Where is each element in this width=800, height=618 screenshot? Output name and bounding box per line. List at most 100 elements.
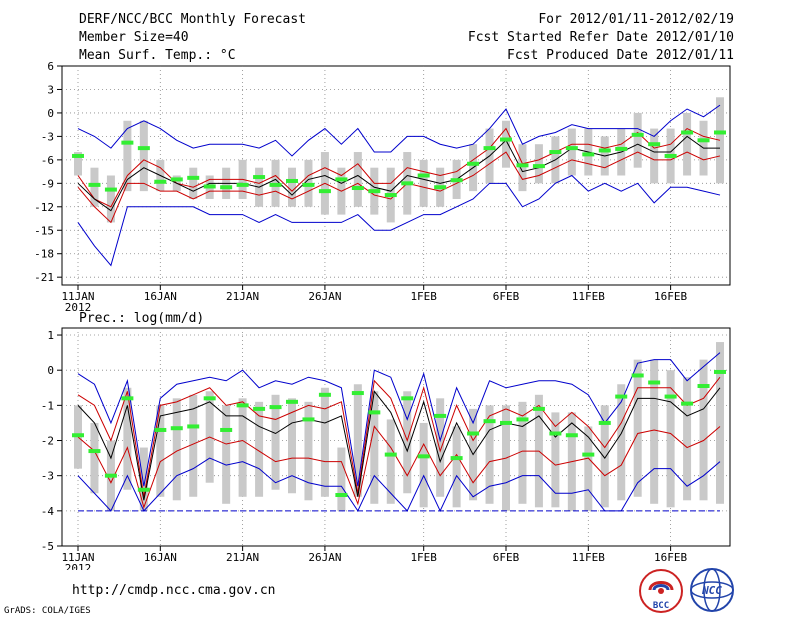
ensemble-mean-mark [648, 380, 661, 385]
ensemble-mean-mark [384, 193, 397, 198]
ensemble-mean-mark [104, 187, 117, 192]
ensemble-mean-mark [368, 189, 381, 194]
ensemble-mean-mark [72, 153, 84, 158]
x-tick-label: 6FEB [493, 290, 520, 303]
x-tick-label: 11JAN [61, 290, 94, 303]
ensemble-mean-mark [648, 142, 661, 147]
spread-bar [172, 398, 181, 501]
ensemble-mean-mark [286, 178, 298, 183]
ensemble-mean-mark [88, 449, 101, 454]
ensemble-mean-mark [664, 394, 677, 399]
ensemble-mean-mark [631, 373, 644, 378]
ensemble-mean-mark [154, 179, 167, 184]
ensemble-mean-mark [565, 146, 578, 151]
ensemble-mean-mark [187, 424, 200, 429]
y-tick-label: -3 [41, 130, 54, 143]
spread-bar [551, 412, 560, 508]
ensemble-mean-mark [401, 181, 414, 186]
spread-bar [666, 370, 675, 508]
x-tick-label: 26JAN [308, 290, 341, 303]
y-tick-label: -6 [41, 154, 54, 167]
y-tick-label: -21 [34, 271, 54, 284]
ensemble-mean-mark [269, 182, 282, 187]
spread-bar [650, 128, 659, 184]
ensemble-mean-mark [532, 406, 545, 411]
ensemble-mean-mark [137, 487, 150, 492]
ensemble-mean-mark [467, 161, 480, 166]
x-tick-label: 16JAN [144, 551, 177, 564]
min-line [77, 457, 721, 513]
ensemble-mean-mark [318, 189, 331, 194]
ensemble-mean-mark [220, 185, 233, 190]
y-tick-label: 1 [47, 329, 54, 342]
ensemble-mean-mark [335, 493, 348, 498]
ensemble-mean-mark [500, 137, 512, 142]
ensemble-mean-mark [697, 384, 710, 389]
x-year-label: 2012 [65, 301, 92, 314]
spread-bar [650, 359, 659, 504]
ensemble-mean-mark [302, 417, 315, 422]
source-url[interactable]: http://cmdp.ncc.cma.gov.cn [72, 583, 276, 598]
y-tick-label: -18 [34, 248, 54, 261]
spread-bar [699, 359, 708, 501]
ensemble-mean-mark [697, 138, 710, 143]
ensemble-mean-mark [532, 164, 545, 169]
ncc-logo-text: NCC [701, 584, 722, 597]
ensemble-mean-mark [598, 420, 611, 425]
ensemble-mean-mark [170, 426, 183, 431]
x-tick-label: 16JAN [144, 290, 177, 303]
ensemble-mean-mark [549, 150, 562, 155]
x-tick-label: 16FEB [654, 551, 687, 564]
spread-bar [683, 377, 692, 501]
max-line [77, 352, 721, 487]
x-tick-label: 11FEB [572, 290, 605, 303]
ensemble-mean-mark [104, 473, 117, 478]
member-size: Member Size=40 [79, 30, 189, 45]
ensemble-mean-mark [500, 420, 512, 425]
ensemble-mean-mark [714, 130, 726, 135]
spread-bar [156, 405, 165, 497]
spread-bar [123, 387, 132, 490]
ensemble-mean-mark [401, 396, 414, 401]
forecast-started-date: Fcst Started Refer Date 2012/01/10 [467, 30, 734, 45]
spread-bar [106, 175, 115, 223]
x-tick-label: 1FEB [410, 290, 437, 303]
ensemble-mean-mark [549, 431, 562, 436]
median-line [77, 387, 721, 501]
spread-bar [683, 112, 692, 176]
spread-bar [370, 391, 379, 504]
spread-bar [502, 120, 510, 168]
ensemble-mean-mark [450, 178, 463, 183]
spread-bar [353, 384, 362, 497]
spread-bar [403, 391, 412, 494]
spread-bar [617, 384, 626, 501]
spread-bar [436, 398, 445, 497]
ensemble-mean-mark [137, 146, 150, 151]
ensemble-mean-mark [714, 369, 726, 374]
spread-bar [222, 405, 231, 504]
ensemble-mean-mark [483, 146, 496, 151]
ensemble-mean-mark [318, 392, 331, 397]
spread-bar [716, 342, 724, 504]
precipitation-chart: Prec.: log(mm/d) 1 0 -1 -2 -3 -4 -5 11JAN 16JAN 21… [41, 311, 731, 570]
y-tick-label: -4 [41, 505, 55, 518]
ensemble-mean-mark [417, 454, 430, 459]
spread-bar [90, 422, 99, 494]
x-year-label: 2012 [65, 562, 92, 570]
forecast-produced-date: Fcst Produced Date 2012/01/11 [507, 48, 734, 63]
min-line [77, 174, 721, 267]
max-line [77, 104, 721, 157]
spread-bar [518, 401, 527, 504]
spread-bar [386, 419, 395, 504]
spread-bar [255, 401, 264, 497]
ensemble-mean-mark [516, 417, 529, 422]
y-tick-label: -5 [41, 540, 54, 553]
lower-percentile-line [77, 425, 721, 509]
forecast-period: For 2012/01/11-2012/02/19 [538, 12, 734, 27]
ensemble-mean-mark [417, 173, 430, 178]
ensemble-mean-mark [203, 184, 216, 189]
spread-bar [633, 112, 642, 168]
ensemble-mean-mark [664, 153, 677, 158]
lower-percentile-line [77, 151, 721, 224]
spread-bar [288, 398, 296, 494]
